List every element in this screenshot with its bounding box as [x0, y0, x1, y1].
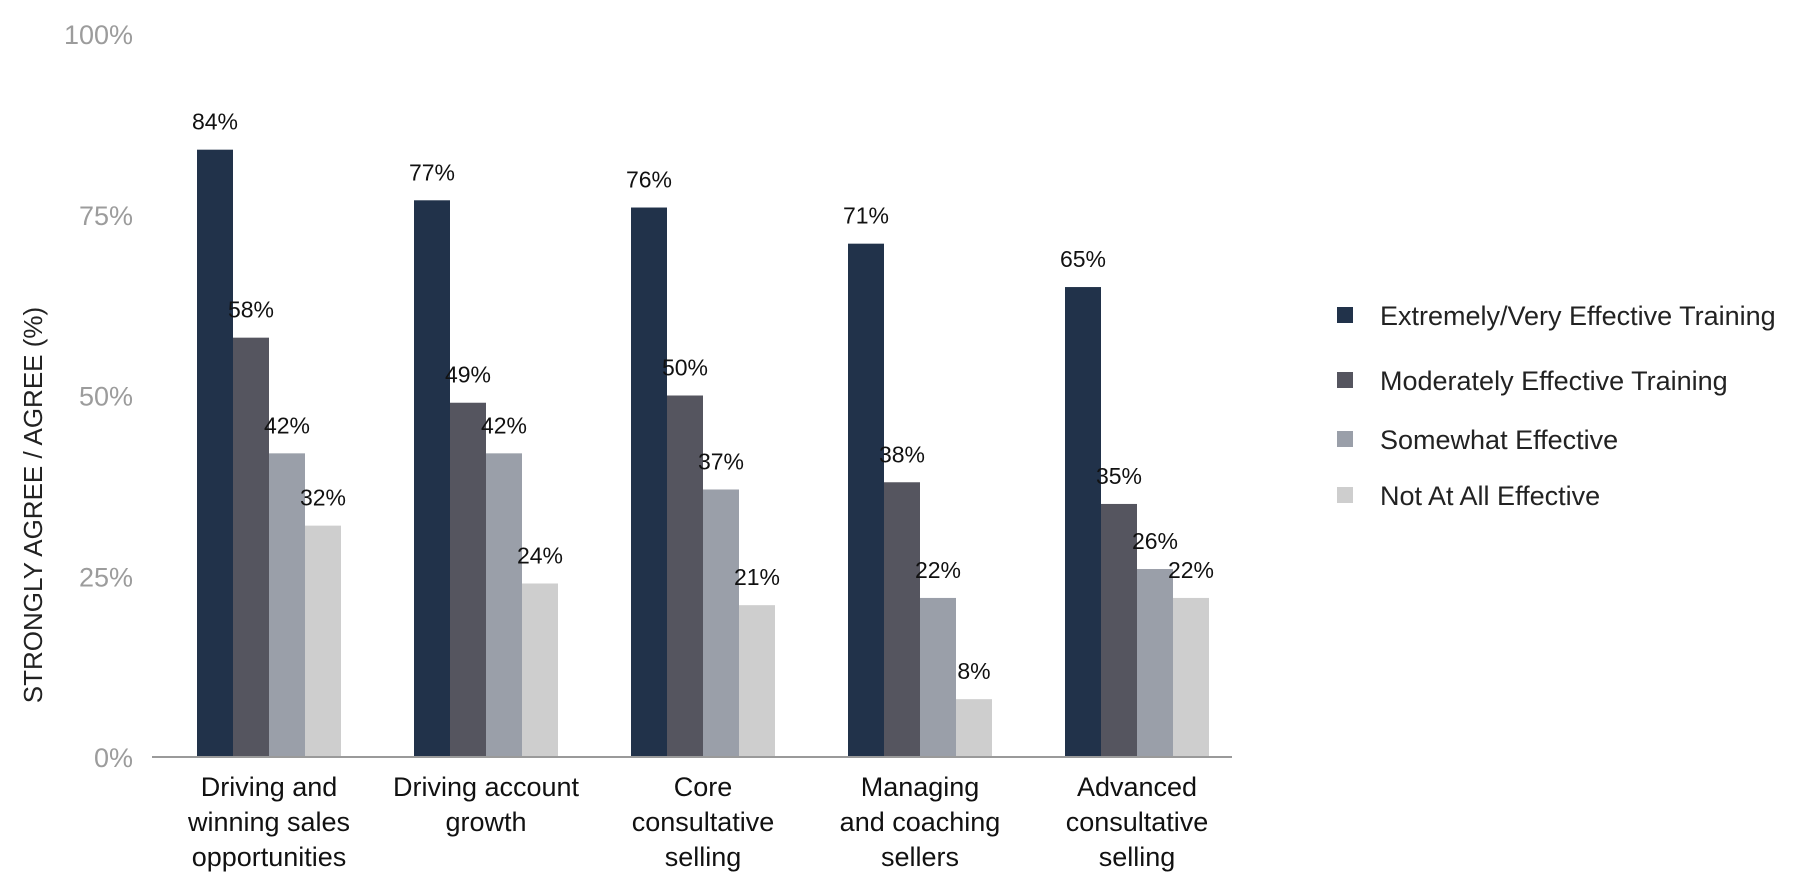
- legend-swatch: [1337, 372, 1353, 388]
- bar-series-1-cat-2: [414, 200, 450, 758]
- data-label: 71%: [843, 203, 889, 229]
- x-tick-label: consultative: [1066, 807, 1209, 837]
- bar-series-1-cat-1: [197, 149, 233, 757]
- bar-series-4-cat-1: [305, 525, 341, 757]
- x-tick-label: Driving and: [201, 772, 338, 802]
- legend-label: Extremely/Very Effective Training: [1380, 301, 1776, 331]
- data-labels: 84% 58% 42% 32% 77% 49% 42% 24% 76% 50% 37% 21% 71% 3…: [192, 109, 1214, 684]
- legend-label: Not At All Effective: [1380, 481, 1600, 511]
- x-tick-label: Managing: [861, 772, 980, 802]
- bar-series-2-cat-4: [884, 482, 920, 757]
- legend: Extremely/Very Effective Training Moderat…: [1337, 301, 1776, 511]
- legend-swatch: [1337, 487, 1353, 503]
- legend-label: Somewhat Effective: [1380, 425, 1618, 455]
- data-label: 24%: [517, 542, 563, 568]
- y-tick-label: 25%: [79, 562, 133, 592]
- x-tick-label: consultative: [632, 807, 775, 837]
- data-label: 42%: [481, 412, 527, 438]
- x-tick-label: opportunities: [192, 842, 347, 872]
- y-tick-label: 0%: [94, 743, 133, 773]
- x-tick-label: selling: [1099, 842, 1176, 872]
- bar-series-4-cat-2: [522, 583, 558, 757]
- bar-series-2-cat-1: [233, 337, 269, 757]
- bar-series-2-cat-5: [1101, 503, 1137, 757]
- y-axis: 0% 25% 50% 75% 100%: [64, 20, 133, 773]
- data-label: 76%: [626, 167, 672, 193]
- bar-series-3-cat-5: [1137, 569, 1173, 757]
- data-label: 37%: [698, 448, 744, 474]
- data-label: 35%: [1096, 463, 1142, 489]
- bar-series-3-cat-4: [920, 597, 956, 757]
- x-axis: Driving and winning sales opportunities Dri…: [187, 772, 1208, 872]
- y-tick-label: 75%: [79, 201, 133, 231]
- data-label: 8%: [957, 658, 990, 684]
- bar-series-1-cat-3: [631, 207, 667, 757]
- data-label: 21%: [734, 564, 780, 590]
- data-label: 26%: [1132, 528, 1178, 554]
- x-tick-label: Core: [674, 772, 733, 802]
- data-label: 32%: [300, 485, 346, 511]
- x-tick-label: selling: [665, 842, 742, 872]
- data-label: 22%: [915, 557, 961, 583]
- x-tick-label: winning sales: [187, 807, 350, 837]
- data-label: 22%: [1168, 557, 1214, 583]
- data-label: 38%: [879, 441, 925, 467]
- bar-series-4-cat-4: [956, 699, 992, 757]
- x-tick-label: sellers: [881, 842, 959, 872]
- x-tick-label: growth: [445, 807, 526, 837]
- bar-series-2-cat-3: [667, 395, 703, 757]
- bar-series-2-cat-2: [450, 402, 486, 757]
- x-tick-label: Advanced: [1077, 772, 1197, 802]
- bar-series-3-cat-3: [703, 489, 739, 757]
- data-label: 84%: [192, 109, 238, 135]
- x-tick-label: Driving account: [393, 772, 580, 802]
- y-tick-label: 50%: [79, 382, 133, 412]
- bar-series-4-cat-3: [739, 605, 775, 757]
- data-label: 42%: [264, 412, 310, 438]
- y-tick-label: 100%: [64, 20, 133, 50]
- data-label: 58%: [228, 297, 274, 323]
- bar-series-4-cat-5: [1173, 597, 1209, 757]
- legend-label: Moderately Effective Training: [1380, 366, 1728, 396]
- data-label: 49%: [445, 362, 491, 388]
- data-label: 77%: [409, 159, 455, 185]
- y-axis-title: STRONGLY AGREE / AGREE (%): [18, 307, 48, 703]
- x-tick-label: and coaching: [840, 807, 1001, 837]
- bar-series-3-cat-2: [486, 453, 522, 757]
- legend-swatch: [1337, 307, 1353, 323]
- bar-series-1-cat-4: [848, 243, 884, 758]
- data-label: 65%: [1060, 246, 1106, 272]
- bars: [197, 149, 1209, 758]
- bar-series-3-cat-1: [269, 453, 305, 757]
- bar-series-1-cat-5: [1065, 287, 1101, 757]
- data-label: 50%: [662, 355, 708, 381]
- legend-swatch: [1337, 431, 1353, 447]
